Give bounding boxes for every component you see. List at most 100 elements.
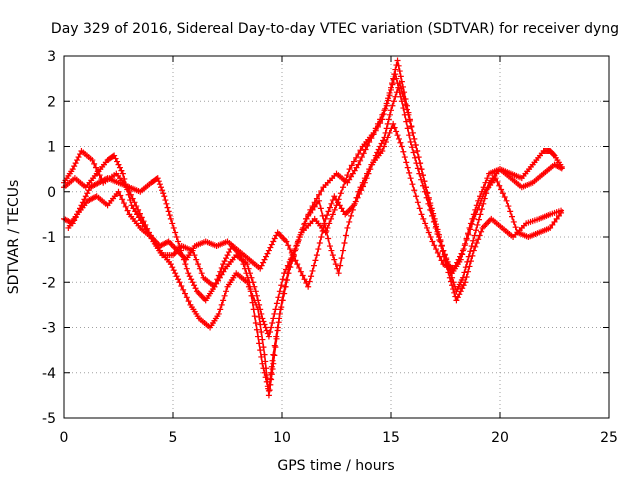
data-point-marker bbox=[340, 184, 347, 191]
data-point-marker bbox=[272, 306, 279, 313]
data-point-marker bbox=[390, 120, 397, 127]
data-point-marker bbox=[414, 165, 421, 172]
data-point-marker bbox=[393, 128, 400, 135]
data-point-marker bbox=[411, 154, 418, 161]
data-point-marker bbox=[158, 184, 165, 191]
data-point-marker bbox=[398, 85, 405, 92]
data-point-marker bbox=[503, 197, 510, 204]
data-point-marker bbox=[131, 199, 138, 206]
data-point-marker bbox=[250, 306, 257, 313]
data-point-marker bbox=[319, 227, 326, 234]
data-point-marker bbox=[472, 206, 479, 213]
data-point-marker bbox=[81, 196, 88, 203]
data-point-marker bbox=[283, 276, 290, 283]
data-point-marker bbox=[367, 166, 374, 173]
data-point-marker bbox=[467, 248, 474, 255]
data-point-marker bbox=[255, 297, 262, 304]
data-point-marker bbox=[394, 132, 401, 139]
x-tick-label: 0 bbox=[60, 430, 69, 446]
data-point-marker bbox=[111, 152, 118, 159]
data-point-marker bbox=[392, 93, 399, 100]
data-point-marker bbox=[389, 81, 396, 88]
data-point-marker bbox=[120, 200, 127, 207]
data-point-marker bbox=[407, 175, 414, 182]
data-point-marker bbox=[413, 193, 420, 200]
data-point-marker bbox=[341, 240, 348, 247]
y-tick-label: 1 bbox=[47, 140, 56, 156]
data-point-marker bbox=[259, 336, 266, 343]
data-point-marker bbox=[117, 192, 124, 199]
data-point-marker bbox=[360, 150, 367, 157]
data-point-marker bbox=[363, 175, 370, 182]
data-point-marker bbox=[135, 214, 142, 221]
data-point-marker bbox=[180, 286, 187, 293]
data-point-marker bbox=[427, 200, 434, 207]
data-point-marker bbox=[154, 175, 161, 182]
data-point-marker bbox=[167, 261, 174, 268]
data-point-marker bbox=[450, 286, 457, 293]
data-point-marker bbox=[305, 283, 312, 290]
data-point-marker bbox=[191, 282, 198, 289]
data-point-marker bbox=[332, 261, 339, 268]
data-series bbox=[61, 57, 565, 399]
data-point-marker bbox=[169, 220, 176, 227]
data-point-marker bbox=[193, 256, 200, 263]
data-point-marker bbox=[286, 258, 293, 265]
data-point-marker bbox=[260, 318, 267, 325]
data-point-marker bbox=[390, 98, 397, 105]
data-point-marker bbox=[119, 170, 126, 177]
data-point-marker bbox=[303, 280, 310, 287]
data-point-marker bbox=[454, 294, 461, 301]
data-point-marker bbox=[185, 270, 192, 277]
data-point-marker bbox=[338, 255, 345, 262]
data-point-marker bbox=[460, 246, 467, 253]
data-point-marker bbox=[268, 369, 275, 376]
data-point-marker bbox=[183, 265, 190, 272]
data-point-marker bbox=[189, 279, 196, 286]
data-point-marker bbox=[223, 288, 230, 295]
data-point-marker bbox=[273, 300, 280, 307]
data-point-marker bbox=[466, 224, 473, 231]
data-point-marker bbox=[159, 187, 166, 194]
data-point-marker bbox=[372, 152, 379, 159]
data-point-marker bbox=[261, 321, 268, 328]
data-point-marker bbox=[247, 270, 254, 277]
data-point-marker bbox=[361, 179, 368, 186]
data-point-marker bbox=[268, 324, 275, 331]
data-point-marker bbox=[296, 264, 303, 271]
data-point-marker bbox=[402, 101, 409, 108]
data-point-marker bbox=[465, 230, 472, 237]
data-point-marker bbox=[396, 80, 403, 87]
data-point-marker bbox=[385, 97, 392, 104]
data-point-marker bbox=[265, 387, 272, 394]
data-point-marker bbox=[547, 224, 554, 231]
data-point-marker bbox=[370, 157, 377, 164]
data-point-marker bbox=[381, 107, 388, 114]
series-track-1 bbox=[61, 57, 565, 399]
data-point-marker bbox=[356, 191, 363, 198]
data-point-marker bbox=[480, 184, 487, 191]
data-point-marker bbox=[262, 324, 269, 331]
data-point-marker bbox=[274, 324, 281, 331]
data-point-marker bbox=[462, 240, 469, 247]
data-point-marker bbox=[447, 278, 454, 285]
data-point-marker bbox=[172, 229, 179, 236]
data-point-marker bbox=[273, 333, 280, 340]
data-point-marker bbox=[354, 194, 361, 201]
data-point-marker bbox=[334, 265, 341, 272]
data-point-marker bbox=[186, 273, 193, 280]
data-point-marker bbox=[333, 196, 340, 203]
data-point-marker bbox=[404, 164, 411, 171]
data-point-marker bbox=[270, 315, 277, 322]
data-point-marker bbox=[475, 216, 482, 223]
data-point-marker bbox=[394, 57, 401, 64]
y-tick-label: 3 bbox=[47, 49, 56, 65]
data-point-marker bbox=[389, 102, 396, 109]
data-point-marker bbox=[422, 184, 429, 191]
data-point-marker bbox=[155, 178, 162, 185]
data-point-marker bbox=[405, 111, 412, 118]
x-tick-label: 5 bbox=[169, 430, 178, 446]
data-point-marker bbox=[262, 374, 269, 381]
data-point-marker bbox=[473, 240, 480, 247]
data-point-marker bbox=[469, 215, 476, 222]
